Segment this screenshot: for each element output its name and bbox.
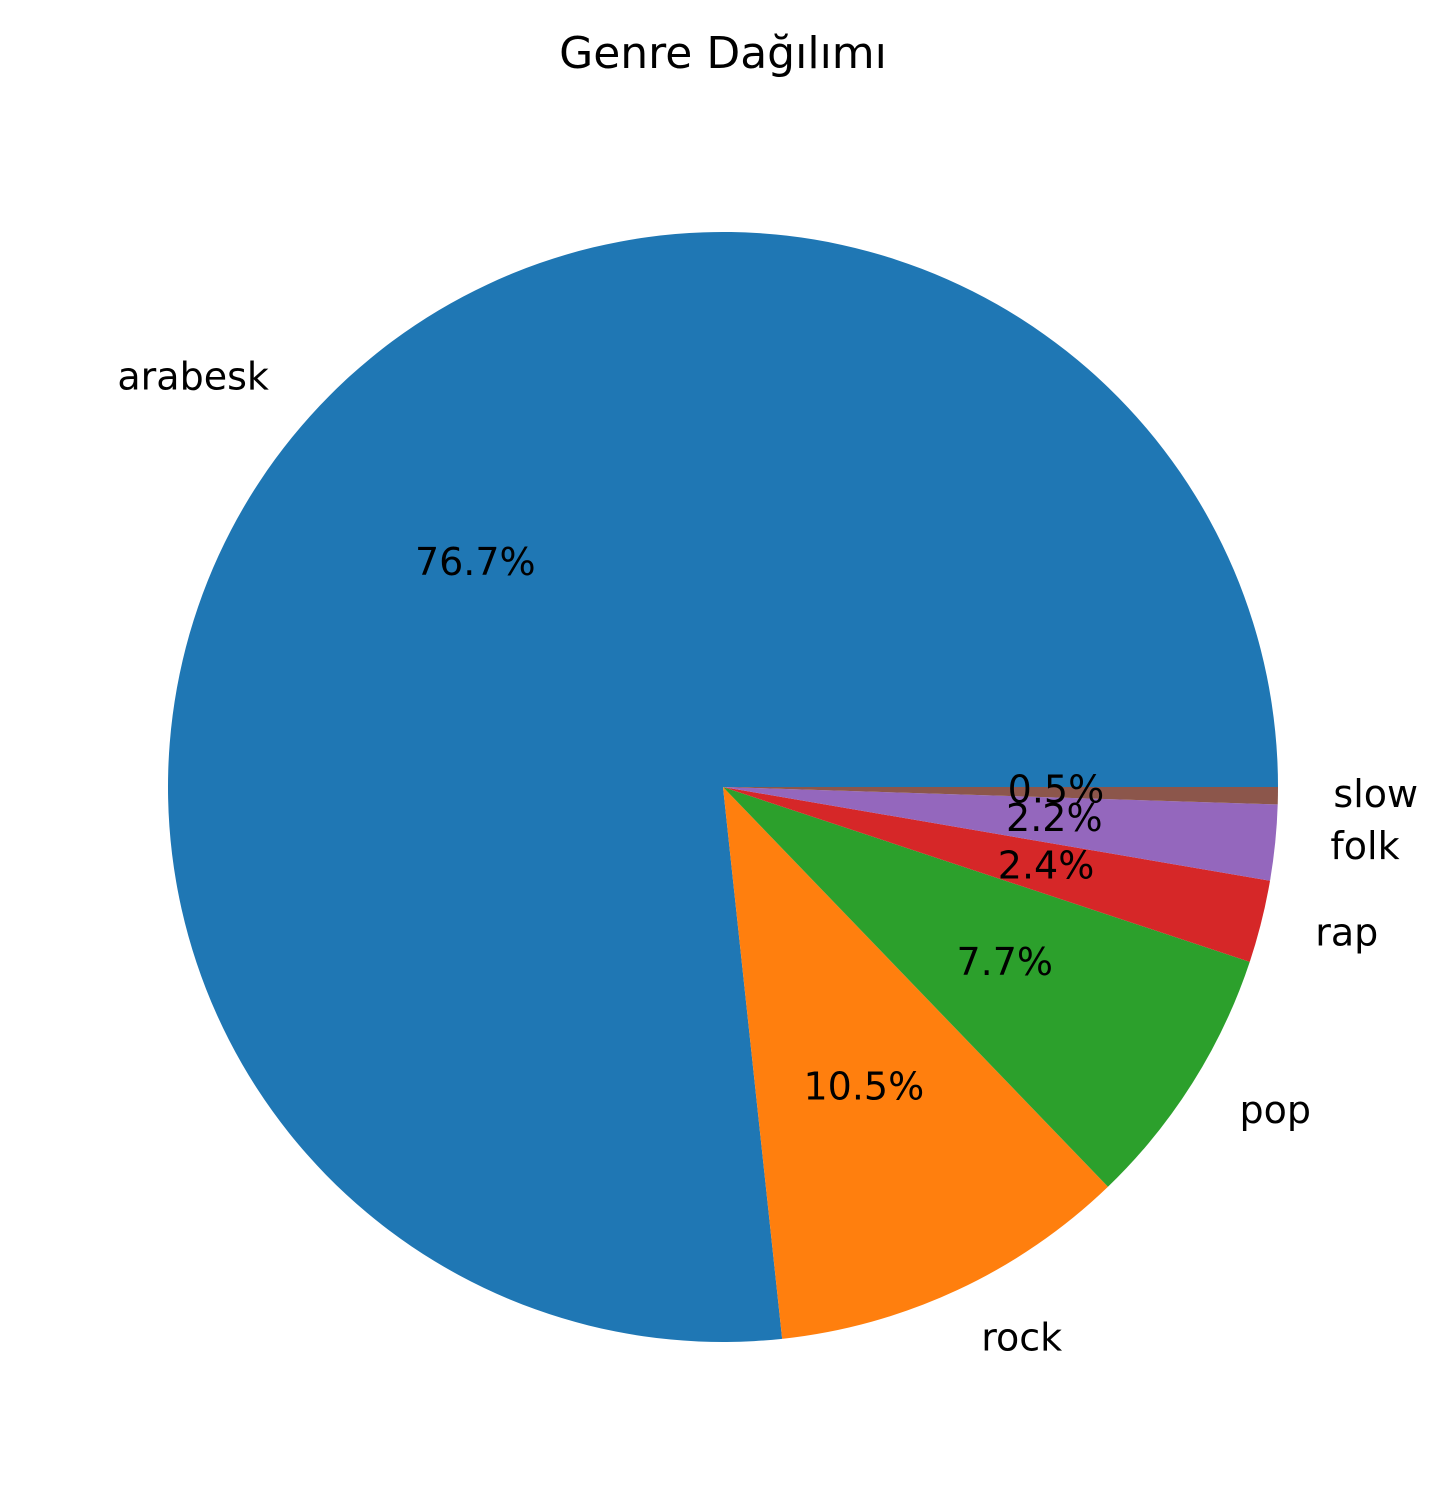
pie-slices — [167, 231, 1279, 1342]
slice-label-folk: folk — [1330, 824, 1399, 868]
slice-label-rock: rock — [981, 1316, 1062, 1360]
slice-label-rap: rap — [1315, 911, 1378, 955]
pie-slice-rock — [723, 787, 1108, 1339]
pct-label-pop: 7.7% — [956, 940, 1053, 984]
chart-title: Genre Dağılımı — [559, 28, 887, 79]
pct-label-rap: 2.4% — [998, 843, 1095, 887]
slice-label-arabesk: arabesk — [117, 354, 269, 398]
pct-label-rock: 10.5% — [803, 1064, 924, 1108]
pct-label-arabesk: 76.7% — [415, 540, 536, 584]
pct-label-folk: 2.2% — [1006, 796, 1103, 840]
pct-label-slow: 0.5% — [1008, 768, 1105, 812]
pie-labels: arabesk 76.7% rock 10.5% pop 7.7% rap 2.4% folk 2… — [117, 354, 1418, 1359]
slice-label-pop: pop — [1239, 1088, 1311, 1132]
pie-slice-slow — [723, 787, 1278, 805]
pie-slice-folk — [723, 787, 1278, 881]
pie-slice-pop — [723, 787, 1250, 1187]
pie-slice-rap — [723, 787, 1271, 962]
slice-label-slow: slow — [1333, 772, 1418, 816]
